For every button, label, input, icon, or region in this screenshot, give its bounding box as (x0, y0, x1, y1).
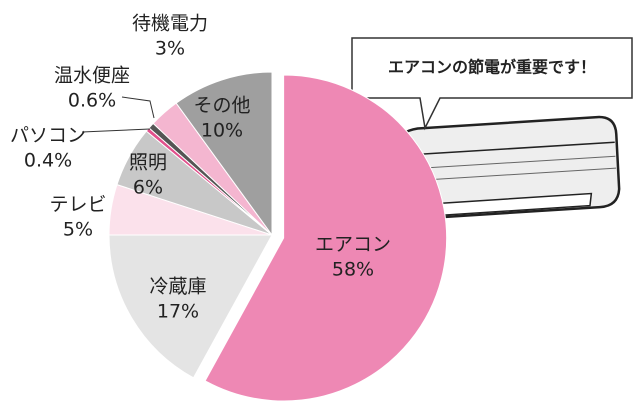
slice-label: 待機電力 (132, 13, 208, 35)
slice-label: パソコン (10, 125, 86, 147)
slice-label: 温水便座 (54, 65, 130, 87)
slice-value: 3% (155, 38, 185, 60)
speech-bubble: エアコンの節電が重要です！ (352, 38, 632, 128)
chart: エアコンの節電が重要です！ エアコン 58% 冷蔵庫 17% テレビ 5% 照明 6% パソコン… (0, 0, 639, 402)
slice-value: 6% (133, 177, 163, 199)
pie (109, 72, 447, 401)
slice-value: 10% (201, 120, 243, 142)
slice-label: エアコン (315, 234, 391, 256)
slice-value: 17% (157, 301, 199, 323)
annotation: エアコンの節電が重要です！ (388, 58, 596, 77)
slice-value: 58% (332, 259, 374, 281)
slice-label: 冷蔵庫 (149, 276, 206, 298)
slice-value: 0.4% (24, 150, 72, 172)
leader-line (122, 97, 154, 118)
slice-label: 照明 (129, 152, 167, 174)
slice-label: その他 (193, 95, 250, 117)
slice-label: テレビ (49, 194, 106, 216)
leader-line (82, 129, 150, 132)
slice-value: 5% (63, 219, 93, 241)
slice-value: 0.6% (68, 90, 116, 112)
